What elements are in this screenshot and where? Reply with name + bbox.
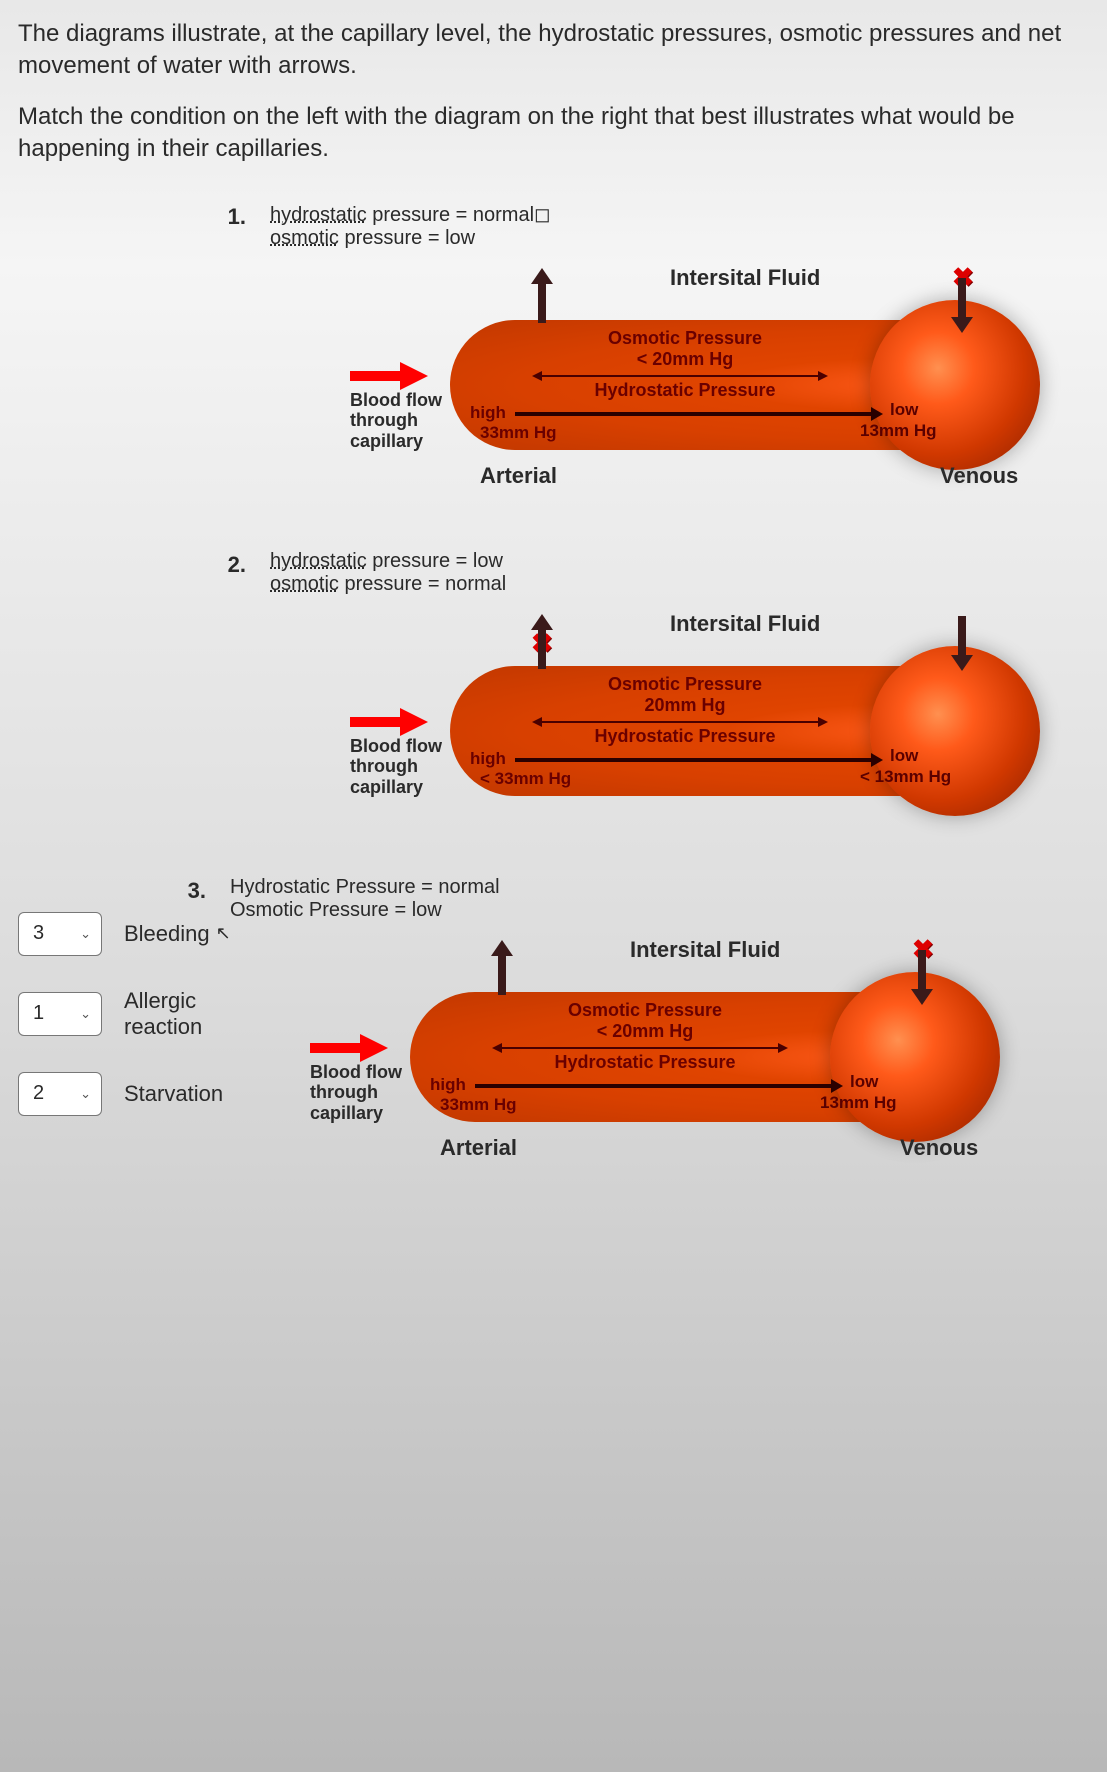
match-row-2: 1 ⌄ Allergicreaction (18, 988, 231, 1040)
item-2-labels: hydrostatic pressure = low osmotic press… (270, 550, 1097, 596)
item-2-line2-u: osmotic (270, 573, 339, 595)
d2-venous-bulb (870, 646, 1040, 816)
checkbox-glyph: ◻ (534, 204, 551, 226)
d1-osm-title: Osmotic Pressure (608, 328, 762, 348)
select-allergic[interactable]: 1 ⌄ (18, 992, 102, 1036)
content-area: 1. hydrostatic pressure = normal◻ osmoti… (0, 192, 1107, 1262)
d2-right-arrow-down (955, 616, 969, 671)
d3-left-arrow-up (495, 940, 509, 995)
d3-low: low (850, 1072, 878, 1092)
question-text: The diagrams illustrate, at the capillar… (0, 0, 1107, 192)
d2-hydro: Hydrostatic Pressure (560, 726, 810, 747)
d1-osm-arrow (540, 375, 820, 377)
item-1-line1-u: hydrostatic (270, 204, 367, 226)
d2-high-val: < 33mm Hg (480, 769, 571, 789)
select-bleeding[interactable]: 3 ⌄ (18, 912, 102, 956)
d1-venous: Venous (940, 463, 1018, 489)
d3-hydro-arrow (475, 1084, 833, 1088)
d2-low-val: < 13mm Hg (860, 767, 951, 787)
d1-flow-text: Blood flowthroughcapillary (350, 390, 442, 452)
d3-flow-text: Blood flowthroughcapillary (310, 1062, 402, 1124)
diagram-3-wrap: Intersital Fluid ✖ Osmotic Pressure< 20m… (250, 932, 1097, 1192)
item-1-number: 1. (10, 202, 270, 250)
match-label-bleeding: Bleeding (124, 921, 210, 947)
match-area: 3 ⌄ Bleeding ↖ 1 ⌄ Allergicreaction 2 ⌄ … (18, 912, 231, 1148)
d3-osm: Osmotic Pressure< 20mm Hg (520, 1000, 770, 1042)
d3-hydro: Hydrostatic Pressure (520, 1052, 770, 1073)
d3-osm-arrow (500, 1047, 780, 1049)
item-2-number: 2. (10, 550, 270, 596)
d3-osm-val: < 20mm Hg (597, 1021, 694, 1041)
select-starvation[interactable]: 2 ⌄ (18, 1072, 102, 1116)
d2-osm: Osmotic Pressure20mm Hg (560, 674, 810, 716)
item-3-line1: Hydrostatic Pressure = normal (230, 876, 1097, 899)
select-bleeding-value: 3 (33, 922, 44, 945)
d1-hydro-arrow (515, 412, 873, 416)
d1-high: high (470, 403, 506, 423)
item-1-labels: hydrostatic pressure = normal◻ osmotic p… (270, 202, 1097, 250)
d1-intersital: Intersital Fluid (670, 265, 820, 291)
d1-right-arrow-down (955, 278, 969, 333)
d1-arterial: Arterial (480, 463, 557, 489)
d2-osm-title: Osmotic Pressure (608, 674, 762, 694)
d3-intersital: Intersital Fluid (630, 937, 780, 963)
question-p1: The diagrams illustrate, at the capillar… (18, 18, 1089, 83)
chevron-down-icon: ⌄ (80, 1006, 91, 1022)
d2-flow-arrow-icon (350, 711, 430, 733)
select-starvation-value: 2 (33, 1082, 44, 1105)
d2-hydro-arrow (515, 758, 873, 762)
match-label-allergic: Allergicreaction (124, 988, 202, 1040)
d3-right-arrow-down (915, 950, 929, 1005)
d1-low: low (890, 400, 918, 420)
d1-low-val: 13mm Hg (860, 421, 937, 441)
item-2-line1-rest: pressure = low (367, 550, 503, 572)
chevron-down-icon: ⌄ (80, 926, 91, 942)
match-row-1: 3 ⌄ Bleeding ↖ (18, 912, 231, 956)
diagram-2-wrap: Intersital Fluid ✖ Osmotic Pressure20mm … (290, 606, 1097, 836)
question-p2: Match the condition on the left with the… (18, 101, 1089, 166)
d1-hydro: Hydrostatic Pressure (560, 380, 810, 401)
cursor-icon: ↖ (216, 923, 231, 944)
d2-left-arrow-up (535, 614, 549, 669)
d1-osm-val: < 20mm Hg (637, 349, 734, 369)
d2-intersital: Intersital Fluid (670, 611, 820, 637)
select-allergic-value: 1 (33, 1002, 44, 1025)
item-1-line2-rest: pressure = low (339, 227, 475, 249)
d2-osm-arrow (540, 721, 820, 723)
d1-flow-arrow-icon (350, 365, 430, 387)
d3-high: high (430, 1075, 466, 1095)
item-3-line2: Osmotic Pressure = low (230, 899, 1097, 922)
d2-osm-val: 20mm Hg (644, 695, 725, 715)
d3-flow-arrow-icon (310, 1037, 390, 1059)
item-1-line1-rest: pressure = normal (367, 204, 534, 226)
item-2-line2-rest: pressure = normal (339, 573, 506, 595)
d3-low-val: 13mm Hg (820, 1093, 897, 1113)
item-1-line2-u: osmotic (270, 227, 339, 249)
item-2-line1-u: hydrostatic (270, 550, 367, 572)
d3-arterial: Arterial (440, 1135, 517, 1161)
match-row-3: 2 ⌄ Starvation (18, 1072, 231, 1116)
d2-flow-text: Blood flowthroughcapillary (350, 736, 442, 798)
diagram-3: Intersital Fluid ✖ Osmotic Pressure< 20m… (250, 932, 1010, 1192)
d1-osm: Osmotic Pressure< 20mm Hg (560, 328, 810, 370)
item-3-labels: Hydrostatic Pressure = normal Osmotic Pr… (230, 876, 1097, 922)
diagram-2: Intersital Fluid ✖ Osmotic Pressure20mm … (290, 606, 1050, 836)
chevron-down-icon: ⌄ (80, 1086, 91, 1102)
d3-osm-title: Osmotic Pressure (568, 1000, 722, 1020)
item-1-header: 1. hydrostatic pressure = normal◻ osmoti… (10, 202, 1097, 250)
d3-venous: Venous (900, 1135, 978, 1161)
d2-low: low (890, 746, 918, 766)
d1-high-val: 33mm Hg (480, 423, 557, 443)
match-label-starvation: Starvation (124, 1081, 223, 1107)
diagram-1: Intersital Fluid ✖ Osmotic Pressure< 20m… (290, 260, 1050, 520)
d2-high: high (470, 749, 506, 769)
d3-high-val: 33mm Hg (440, 1095, 517, 1115)
d1-left-arrow-up (535, 268, 549, 323)
diagram-1-wrap: Intersital Fluid ✖ Osmotic Pressure< 20m… (290, 260, 1097, 520)
item-2-header: 2. hydrostatic pressure = low osmotic pr… (10, 550, 1097, 596)
